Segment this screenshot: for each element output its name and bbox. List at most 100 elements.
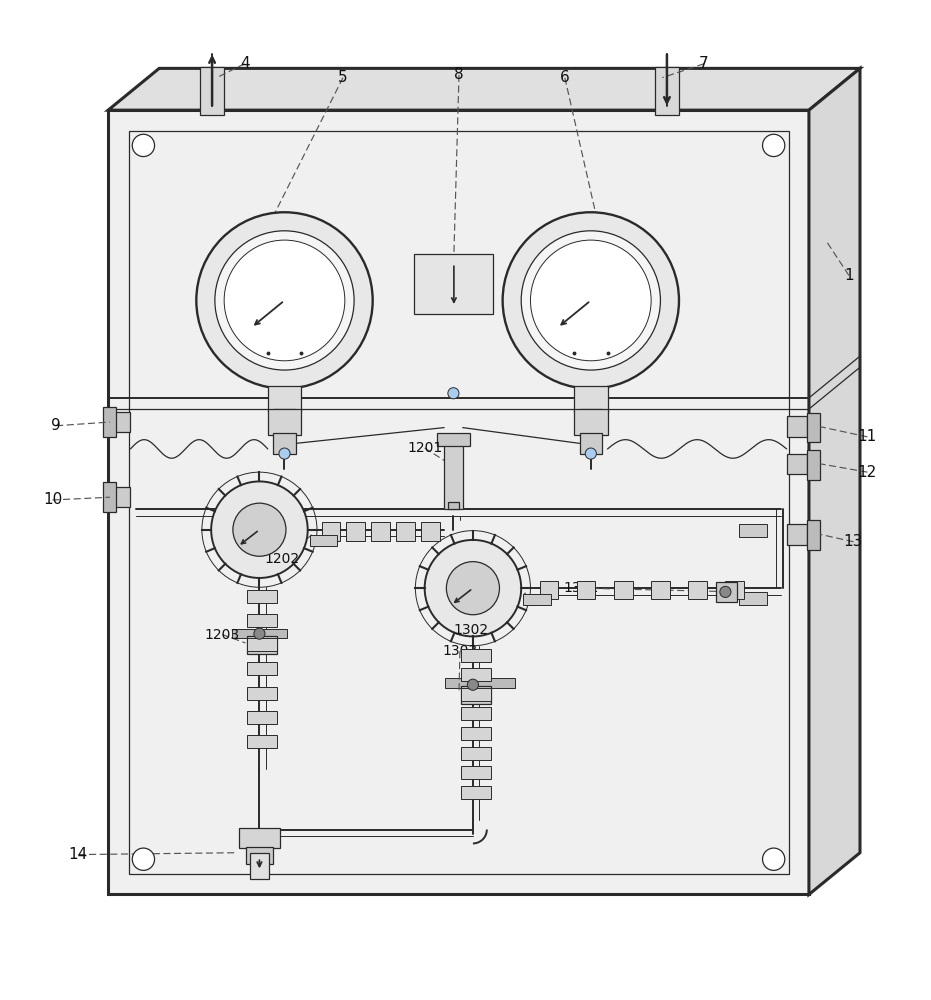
Circle shape [196,212,372,389]
Bar [580,433,602,454]
Bar [716,582,736,602]
Circle shape [762,134,785,157]
Circle shape [467,679,479,690]
Bar [444,440,463,509]
Text: 6: 6 [560,70,570,85]
Text: 12: 12 [857,465,877,480]
Bar [445,678,515,688]
Bar [807,413,820,442]
Circle shape [446,562,499,615]
Polygon shape [809,68,860,894]
Bar [787,454,807,474]
Circle shape [762,848,785,870]
Bar [128,131,789,874]
Bar [461,668,491,681]
Bar [461,786,491,799]
Bar [614,581,632,599]
Bar [248,735,277,748]
Bar [371,522,390,541]
Text: 9: 9 [51,418,61,433]
Circle shape [425,540,521,636]
Bar [807,520,820,550]
Bar [268,386,302,412]
Bar [448,502,459,509]
Text: 1203: 1203 [205,628,240,642]
Bar [200,67,224,115]
Bar [461,649,491,662]
Text: 14: 14 [69,847,88,862]
Bar [248,614,277,627]
Bar [396,522,414,541]
Text: 5: 5 [338,70,348,85]
Bar [110,487,130,507]
Circle shape [586,448,597,459]
Text: 8: 8 [454,67,464,82]
Text: 10: 10 [43,492,62,508]
Bar [787,524,807,545]
Bar [577,581,596,599]
Bar [574,409,608,435]
Bar [321,522,340,541]
Bar [437,433,470,446]
Circle shape [224,240,344,361]
Circle shape [132,848,155,870]
Circle shape [531,240,651,361]
Bar [246,847,274,864]
Bar [461,766,491,779]
Bar [688,581,707,599]
Text: 11: 11 [857,429,877,444]
Bar [739,524,767,537]
Circle shape [503,212,679,389]
Bar [346,522,365,541]
Bar [248,590,277,603]
Text: 1301: 1301 [564,581,600,595]
Text: 1202: 1202 [264,552,299,566]
Bar [108,110,809,894]
Bar [580,409,602,428]
Circle shape [521,231,660,370]
Bar [248,638,277,651]
Bar [110,412,130,432]
Text: 4: 4 [240,56,250,71]
Text: 1302: 1302 [453,623,489,637]
Circle shape [233,503,286,556]
Bar [232,629,288,638]
Bar [248,636,277,654]
Bar [414,254,493,314]
Bar [725,581,744,599]
Bar [461,747,491,760]
Bar [274,433,296,454]
Bar [239,828,280,848]
Bar [248,711,277,724]
Bar [310,535,337,546]
Bar [651,581,669,599]
Bar [523,594,551,605]
Polygon shape [108,68,860,110]
Text: 1303: 1303 [442,644,478,658]
Circle shape [720,586,731,597]
Text: 1: 1 [844,268,854,283]
Bar [739,592,767,605]
Bar [274,409,296,428]
Circle shape [215,231,354,370]
Bar [248,662,277,675]
Bar [574,386,608,412]
Circle shape [448,388,459,399]
Bar [461,688,491,701]
Text: 1201: 1201 [407,441,442,455]
Circle shape [211,481,308,578]
Bar [461,686,491,704]
Bar [654,67,679,115]
Bar [102,407,115,437]
Circle shape [132,134,155,157]
Bar [807,450,820,480]
Bar [787,416,807,437]
Bar [248,687,277,700]
Bar [540,581,559,599]
Bar [461,727,491,740]
Bar [268,409,302,435]
Text: 13: 13 [843,534,863,549]
Text: 7: 7 [699,56,708,71]
Bar [461,707,491,720]
Bar [421,522,439,541]
